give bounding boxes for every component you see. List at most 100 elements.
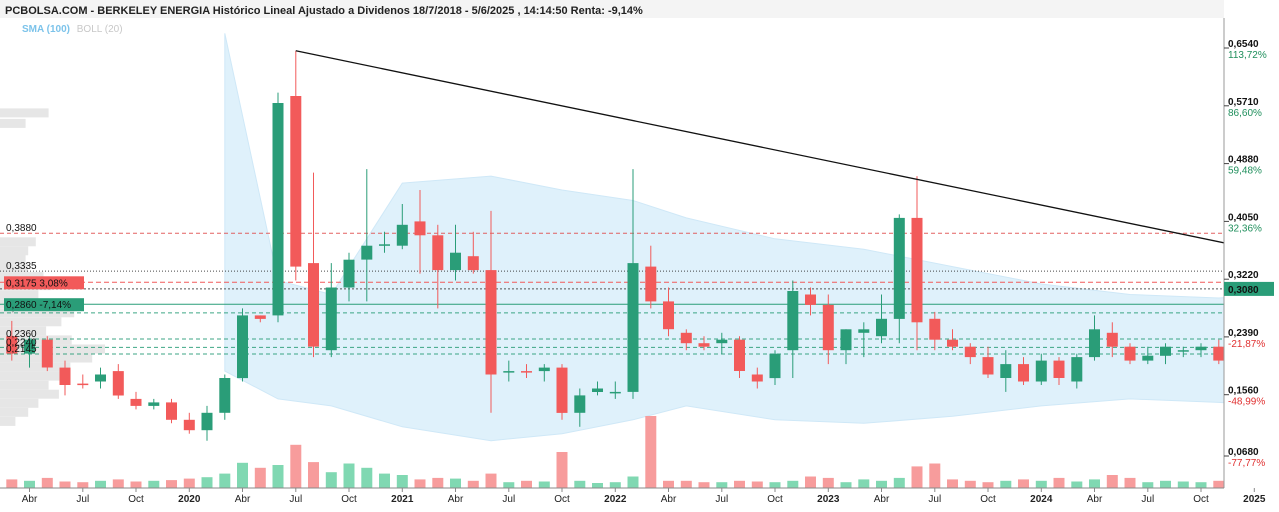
legend-sma[interactable]: SMA (100) [22, 24, 70, 35]
volume-bar [1035, 480, 1047, 488]
candle-body [308, 263, 319, 347]
volume-bar [1213, 480, 1225, 488]
candle-body [1089, 329, 1100, 358]
candle-body [343, 259, 355, 288]
candle-body [112, 371, 124, 396]
volume-bar [432, 477, 444, 488]
candle-body [166, 402, 177, 420]
volume-bar [787, 480, 799, 488]
right-axis-pct: -48,99% [1228, 397, 1265, 408]
candle-body [805, 294, 816, 305]
x-axis-label: Oct [341, 494, 357, 505]
candle-body [627, 263, 639, 392]
volume-bar [325, 472, 337, 488]
candle-body [751, 374, 763, 382]
candle-body [663, 301, 674, 330]
candle-body [6, 336, 18, 354]
x-axis-label: Jul [289, 494, 302, 505]
volume-profile-bar [0, 398, 39, 408]
x-axis-label: 2025 [1243, 494, 1266, 505]
candle-body [893, 217, 905, 319]
right-axis-pct: 32,36% [1228, 223, 1262, 234]
current-price-label: 0,3080 [1228, 285, 1259, 296]
candle-body [609, 391, 621, 394]
left-level-label: 0,2145 [6, 344, 37, 355]
candle-body [24, 339, 35, 354]
candle-body [467, 256, 479, 271]
candle-body [876, 318, 887, 337]
candle-body [538, 367, 550, 372]
volume-bar [219, 473, 231, 488]
candle-body [95, 374, 106, 382]
volume-bar [1160, 480, 1171, 488]
volume-bar [805, 476, 816, 488]
x-axis-label: Jul [76, 494, 89, 505]
volume-bar [574, 480, 586, 488]
volume-bar [77, 482, 89, 488]
volume-profile-bar [0, 254, 26, 264]
left-badge-label: 0,2860 -7,14% [6, 300, 71, 311]
title-bar [0, 0, 1224, 18]
trendline-group[interactable] [295, 50, 1279, 279]
volume-profile-bar [0, 108, 49, 118]
chart-title: PCBOLSA.COM - BERKELEY ENERGIA Histórico… [5, 5, 643, 17]
left-badge-label: 0,3175 3,08% [6, 278, 68, 289]
candle-body [219, 378, 231, 413]
candle-body [361, 245, 373, 260]
volume-profile-bar [0, 371, 64, 381]
x-axis-label: Abr [448, 494, 464, 505]
volume-bar [1142, 482, 1154, 488]
volume-bar [343, 463, 355, 488]
right-axis-price: 0,4050 [1228, 212, 1259, 223]
candle-body [1106, 332, 1118, 347]
candle-body [1000, 364, 1012, 378]
volume-bar [1177, 481, 1189, 488]
candle-body [1213, 346, 1225, 361]
candle-body [183, 419, 195, 431]
volume-bar [556, 452, 568, 488]
volume-bar [734, 480, 745, 488]
right-axis-pct: -21,87% [1228, 339, 1265, 350]
candle-body [698, 343, 710, 347]
x-axis-label: Abr [22, 494, 38, 505]
candle-body [1142, 355, 1154, 361]
volume-bar [858, 479, 870, 488]
volume-bar [876, 480, 887, 488]
volume-bar [272, 465, 284, 488]
candle-body [254, 315, 266, 319]
x-axis-label: Oct [554, 494, 570, 505]
candle-body [325, 287, 337, 351]
volume-bar [59, 481, 71, 488]
right-axis-price: 0,1560 [1228, 386, 1259, 397]
right-axis-pct: 113,72% [1228, 50, 1267, 61]
right-axis-pct: 59,48% [1228, 166, 1262, 177]
right-axis-price: 0,0680 [1228, 447, 1259, 458]
legend[interactable]: SMA (100) BOLL (20) [22, 24, 123, 35]
volume-bar [698, 482, 710, 488]
volume-bar [1018, 479, 1029, 488]
volume-profile-bar [0, 362, 71, 372]
volume-bar [485, 473, 497, 488]
legend-boll[interactable]: BOLL (20) [77, 24, 123, 35]
candle-body [130, 398, 142, 406]
x-axis-label: Jul [1141, 494, 1154, 505]
left-level-label: 0,3335 [6, 261, 37, 272]
left-level-label: 0,2360 [6, 329, 37, 340]
candle-body [148, 402, 160, 406]
volume-bar [627, 476, 639, 488]
candle-body [929, 318, 941, 340]
candle-body [1177, 350, 1189, 352]
trendline [295, 50, 1279, 255]
candle-body [237, 315, 248, 379]
volume-bar [130, 481, 142, 488]
right-axis-price: 0,2390 [1228, 328, 1259, 339]
right-axis-price: 0,4880 [1228, 155, 1259, 166]
volume-profile-bar [0, 389, 59, 399]
volume-bar [592, 483, 603, 488]
candle-body [911, 217, 923, 323]
volume-profile-bar [0, 335, 72, 345]
candle-body [947, 339, 958, 347]
volume-bar [982, 482, 994, 488]
right-axis-pct: -77,77% [1228, 458, 1265, 469]
